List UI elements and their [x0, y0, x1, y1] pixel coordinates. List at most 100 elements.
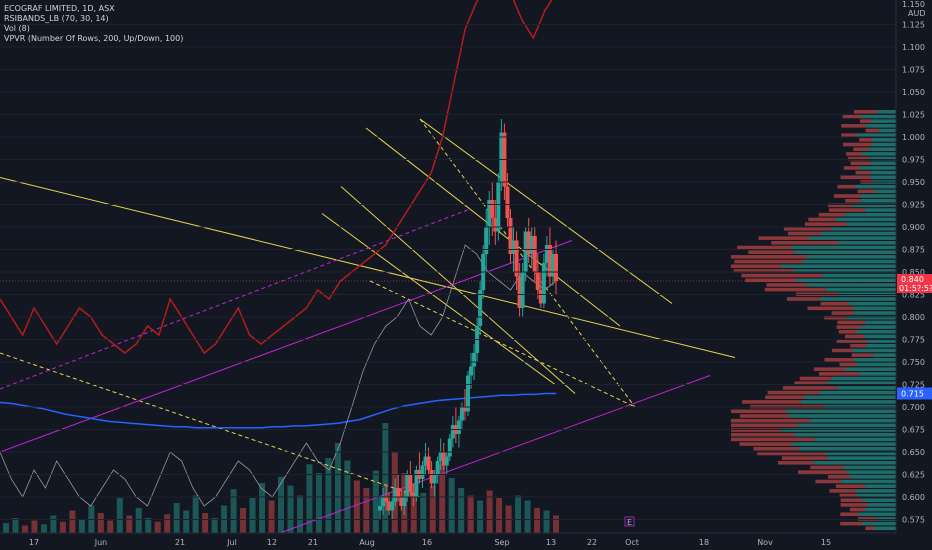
trendline-channel-3: [321, 213, 556, 385]
vpvr-row-up: [804, 395, 896, 400]
trendline-dashed-1: [419, 118, 636, 408]
vpvr-row-up: [859, 166, 896, 170]
vpvr-row-up: [864, 334, 896, 339]
candle-body: [462, 407, 467, 412]
vpvr-row-down: [731, 428, 781, 432]
legend-vpvr[interactable]: VPVR (Number Of Rows, 200, Up/Down, 100): [4, 34, 184, 43]
vpvr-row-down: [739, 414, 790, 418]
vpvr-row-up: [791, 442, 896, 446]
vpvr-row-down: [838, 329, 856, 334]
vpvr-row-up: [847, 470, 896, 474]
vpvr-row-down: [815, 479, 842, 484]
vpvr-row-up: [845, 367, 896, 371]
candle-body: [387, 501, 392, 511]
volume-bar: [230, 489, 237, 533]
vpvr-row-down: [781, 456, 828, 460]
legend-title[interactable]: ECOGRAF LIMITED, 1D, ASX: [4, 4, 115, 13]
vpvr-row-up: [814, 437, 896, 442]
event-marker: [624, 516, 635, 527]
trendline-channel-2: [340, 186, 576, 394]
candle-body: [472, 353, 477, 367]
trendline-magenta-1: [0, 240, 573, 453]
vpvr-row-up: [860, 198, 896, 203]
vpvr-row-down: [748, 250, 795, 254]
candle-body: [493, 218, 498, 232]
vpvr-row-down: [767, 390, 820, 395]
vpvr-row-up: [861, 152, 896, 156]
y-tick-label: 0.975: [902, 156, 925, 165]
vpvr-row-down: [807, 306, 854, 311]
x-tick-label: 13: [546, 538, 556, 547]
candle-body: [484, 227, 489, 254]
vpvr-row-down: [810, 465, 844, 470]
volume-bar: [467, 495, 474, 533]
vpvr-row-up: [841, 479, 896, 484]
vpvr-row-down: [848, 156, 870, 161]
vpvr-row-down: [840, 503, 869, 507]
volume-bar: [173, 503, 180, 533]
vpvr-row-down: [840, 512, 859, 517]
vpvr-row-up: [780, 428, 896, 432]
volume-bar: [183, 510, 190, 533]
candle-body: [411, 492, 416, 497]
vpvr-row-up: [855, 329, 896, 334]
last-price-value: 0.840: [901, 275, 924, 284]
vpvr-row-down: [742, 400, 801, 404]
candle-body: [538, 290, 543, 304]
vpvr-row-down: [783, 226, 832, 231]
y-tick-label: 1.000: [902, 133, 925, 142]
volume-bar: [192, 495, 199, 533]
vpvr-row-down: [859, 119, 872, 123]
vpvr-row-down: [786, 297, 820, 301]
vpvr-row-up: [860, 194, 896, 198]
vpvr-row-up: [850, 475, 896, 479]
vpvr-row-down: [853, 147, 869, 152]
candle-body: [423, 456, 428, 466]
vpvr-row-up: [794, 250, 896, 254]
candle-body: [414, 470, 419, 497]
vpvr-row-down: [850, 343, 866, 348]
vpvr-row-down: [739, 442, 792, 446]
y-tick-label: 0.650: [902, 448, 925, 457]
vpvr-row-down: [857, 189, 876, 194]
vpvr-row-down: [758, 236, 809, 240]
y-tick-label: 0.700: [902, 403, 925, 412]
vpvr-row-down: [840, 498, 863, 503]
vpvr-row-up: [794, 432, 896, 437]
y-tick-label: 0.950: [902, 178, 925, 187]
vpvr-row-up: [837, 241, 896, 245]
vpvr-row-down: [853, 109, 877, 114]
vpvr-row-up: [870, 175, 896, 180]
vpvr-row-down: [855, 170, 871, 175]
y-tick-label-top: 1.150: [902, 0, 925, 9]
candle-body: [435, 461, 440, 475]
legend-rsi-bands[interactable]: RSIBANDS_LB (70, 30, 14): [4, 14, 109, 23]
vpvr-row-down: [766, 283, 807, 287]
vpvr-row-up: [802, 259, 896, 264]
vpvr-row-down: [840, 175, 871, 180]
vpvr-row-down: [745, 278, 797, 283]
vpvr-row-down: [818, 212, 846, 217]
volume-bar: [249, 498, 256, 533]
candle-body: [390, 501, 395, 511]
candle-body: [393, 488, 398, 502]
vpvr-row-down: [787, 231, 821, 236]
legend-vol[interactable]: Vol (8): [4, 24, 30, 33]
vpvr-row-up: [868, 503, 896, 507]
volume-bar: [31, 520, 38, 533]
vpvr-row-down: [731, 409, 786, 414]
x-tick-label: Oct: [625, 538, 639, 547]
y-tick-label: 0.800: [902, 313, 925, 322]
time-axis-bg: [0, 533, 932, 550]
trendline-dashed-2: [0, 352, 421, 498]
candle-body: [466, 375, 470, 412]
last-price-badge: [897, 274, 932, 293]
candle-body: [402, 497, 407, 506]
candle-body: [450, 425, 455, 439]
y-tick-label: 1.125: [902, 21, 925, 30]
vpvr-row-up: [858, 372, 896, 376]
vpvr-row-up: [853, 306, 896, 311]
vpvr-row-down: [731, 432, 795, 437]
